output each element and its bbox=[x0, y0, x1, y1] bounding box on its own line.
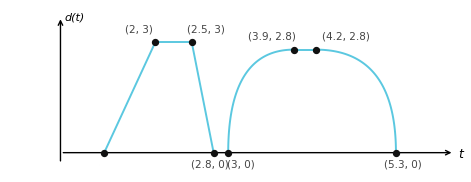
Point bbox=[312, 48, 319, 51]
Point bbox=[210, 151, 218, 154]
Point bbox=[225, 151, 232, 154]
Text: (3.9, 2.8): (3.9, 2.8) bbox=[248, 31, 296, 41]
Point bbox=[152, 41, 159, 44]
Text: (2.5, 3): (2.5, 3) bbox=[187, 24, 225, 34]
Text: (4.2, 2.8): (4.2, 2.8) bbox=[323, 31, 370, 41]
Text: (5.3, 0): (5.3, 0) bbox=[384, 160, 422, 170]
Point bbox=[392, 151, 400, 154]
Text: (3, 0): (3, 0) bbox=[227, 160, 255, 170]
Point bbox=[188, 41, 195, 44]
Text: (2.8, 0): (2.8, 0) bbox=[191, 160, 229, 170]
Point bbox=[100, 151, 108, 154]
Text: t: t bbox=[458, 148, 463, 161]
Text: d(t): d(t) bbox=[64, 12, 84, 22]
Text: (2, 3): (2, 3) bbox=[125, 24, 153, 34]
Point bbox=[290, 48, 298, 51]
